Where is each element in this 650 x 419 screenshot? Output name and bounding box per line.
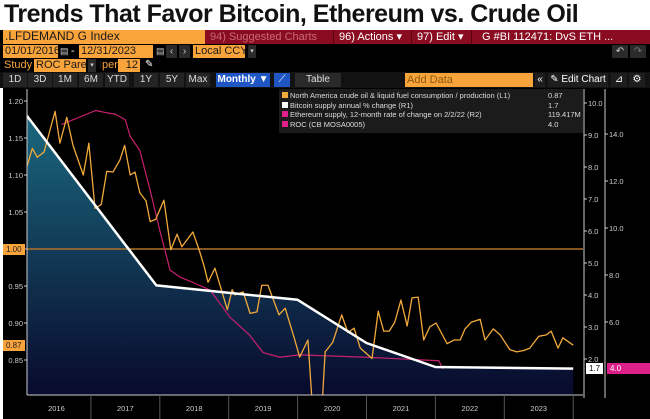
calendar-icon[interactable]: ▤ (60, 46, 69, 56)
legend-label: Bitcoin supply annual % change (R1) (290, 100, 413, 110)
bitcoin-series-line (27, 113, 574, 370)
legend-value: 1.7 (548, 100, 559, 110)
suggested-charts-button[interactable]: 94) Suggested Charts (206, 30, 322, 44)
period-button-6m[interactable]: 6M (79, 73, 103, 87)
x-tick-label: 2019 (255, 404, 272, 413)
roc-series-line (61, 109, 444, 370)
roc-last-value-label: 4.0 (607, 363, 650, 374)
right1-tick-label: 7.0 (588, 195, 598, 204)
left-tick-label: 1.10 (8, 171, 23, 180)
legend-swatch (282, 92, 288, 98)
chart-id: G #BI 112471: DvS ETH ... (478, 30, 618, 44)
reference-line-label: 1.00 (3, 244, 25, 255)
legend-swatch (282, 111, 288, 117)
undo-icon[interactable]: ↶ (612, 45, 628, 58)
left-tick-label: 0.90 (8, 319, 23, 328)
legend-label: North America crude oil & liquid fuel co… (290, 91, 511, 100)
legend-label: Ethereum supply, 12-month rate of change… (290, 110, 482, 119)
x-tick-label: 2017 (117, 404, 134, 413)
period-button-5y[interactable]: 5Y (160, 73, 184, 87)
x-tick-label: 2021 (393, 404, 410, 413)
end-date-field[interactable]: 12/31/2023 (79, 45, 153, 58)
right2-tick-label: 14.0 (609, 130, 624, 139)
line-chart-icon[interactable]: ⟋ (274, 73, 290, 87)
study-label: Study (4, 59, 33, 71)
per-label: per (102, 59, 118, 71)
start-date-field[interactable]: 01/01/2016 (3, 45, 61, 58)
x-tick-label: 2022 (462, 404, 479, 413)
period-button-1y[interactable]: 1Y (134, 73, 158, 87)
legend-item-ethereum[interactable]: Ethereum supply, 12-month rate of change… (282, 110, 581, 120)
x-tick-label: 2016 (48, 404, 65, 413)
oil-last-value-label: 0.87 (3, 340, 25, 351)
legend-swatch (282, 101, 288, 108)
right1-tick-label: 2.0 (588, 355, 598, 364)
article-title: Trends That Favor Bitcoin, Ethereum vs. … (4, 0, 579, 28)
right2-tick-label: 8.0 (609, 271, 619, 280)
right2-tick-label: 6.0 (609, 318, 619, 327)
right2-tick-label: 12.0 (609, 177, 624, 186)
calendar-icon[interactable]: ▤ (156, 46, 165, 56)
period-button-max[interactable]: Max (186, 73, 210, 87)
left-tick-label: 1.05 (8, 208, 23, 217)
right1-tick-label: 3.0 (588, 323, 598, 332)
table-button[interactable]: Table (295, 73, 341, 87)
legend-swatch (282, 120, 288, 127)
next-arrow-icon[interactable]: › (179, 45, 190, 58)
right1-tick-label: 6.0 (588, 227, 598, 236)
right1-tick-label: 8.0 (588, 163, 598, 172)
pencil-icon[interactable]: ✎ (145, 59, 154, 70)
security-field[interactable]: .LFDEMAND G Index (3, 30, 205, 44)
left-border (0, 88, 3, 419)
oil-series-line (27, 110, 574, 395)
frequency-select[interactable]: Monthly ▼ (216, 73, 270, 87)
period-button-ytd[interactable]: YTD (105, 73, 129, 87)
x-tick-label: 2018 (186, 404, 203, 413)
legend-item-oil[interactable]: North America crude oil & liquid fuel co… (282, 91, 580, 101)
bitcoin-last-value-label: 1.7 (586, 363, 604, 374)
redo-icon[interactable]: ↷ (630, 45, 646, 58)
edit-chart-button[interactable]: ✎ Edit Chart (548, 73, 608, 87)
chart-area: 1.20 1.15 1.10 1.05 0.95 0.90 0.85 10.0 9.0 8.0 7.… (0, 88, 650, 419)
chevron-down-icon[interactable]: ▾ (88, 59, 96, 72)
add-data-input[interactable]: Add Data (405, 73, 533, 87)
right2-tick-label: 10.0 (609, 224, 624, 233)
period-button-3d[interactable]: 3D (28, 73, 52, 87)
collapse-icon[interactable]: « (535, 73, 545, 87)
right1-tick-label: 4.0 (588, 291, 598, 300)
left-tick-label: 0.95 (8, 282, 23, 291)
legend: North America crude oil & liquid fuel co… (279, 89, 583, 133)
legend-item-roc[interactable]: ROC (CB MOSA0005) 4.0 (282, 120, 580, 130)
right1-tick-label: 9.0 (588, 131, 598, 140)
annotate-icon[interactable]: ⊿ (611, 73, 627, 87)
x-tick-label: 2020 (324, 404, 341, 413)
legend-item-bitcoin[interactable]: Bitcoin supply annual % change (R1) 1.7 (282, 101, 580, 111)
left-tick-label: 1.15 (8, 134, 23, 143)
chart-toolbar: 1D 3D 1M 6M YTD 1Y 5Y Max Monthly ▼ ⟋ Table Add… (0, 72, 650, 88)
currency-select[interactable]: Local CCY (193, 45, 248, 58)
gear-icon[interactable]: ⚙ (629, 73, 645, 87)
per-field[interactable]: 12 (118, 59, 140, 72)
period-button-1m[interactable]: 1M (53, 73, 77, 87)
chevron-down-icon[interactable]: ▾ (248, 45, 256, 58)
edit-menu[interactable]: 97) Edit ▾ (413, 30, 468, 44)
right1-tick-label: 10.0 (588, 99, 603, 108)
legend-value: 119.417M (548, 110, 581, 119)
x-tick-label: 2023 (530, 404, 547, 413)
right1-tick-label: 5.0 (588, 259, 598, 268)
actions-menu[interactable]: 96) Actions ▾ (335, 30, 406, 44)
left-tick-label: 1.20 (8, 97, 23, 106)
legend-label: ROC (CB MOSA0005) (290, 119, 366, 129)
study-select[interactable]: ROC Parent I (34, 59, 103, 72)
bitcoin-area-fill (27, 115, 574, 395)
legend-value: 0.87 (548, 91, 563, 100)
date-dash: - (71, 45, 75, 57)
left-tick-label: 0.85 (8, 356, 23, 365)
prev-arrow-icon[interactable]: ‹ (166, 45, 177, 58)
legend-value: 4.0 (548, 119, 559, 129)
period-button-1d[interactable]: 1D (3, 73, 27, 87)
